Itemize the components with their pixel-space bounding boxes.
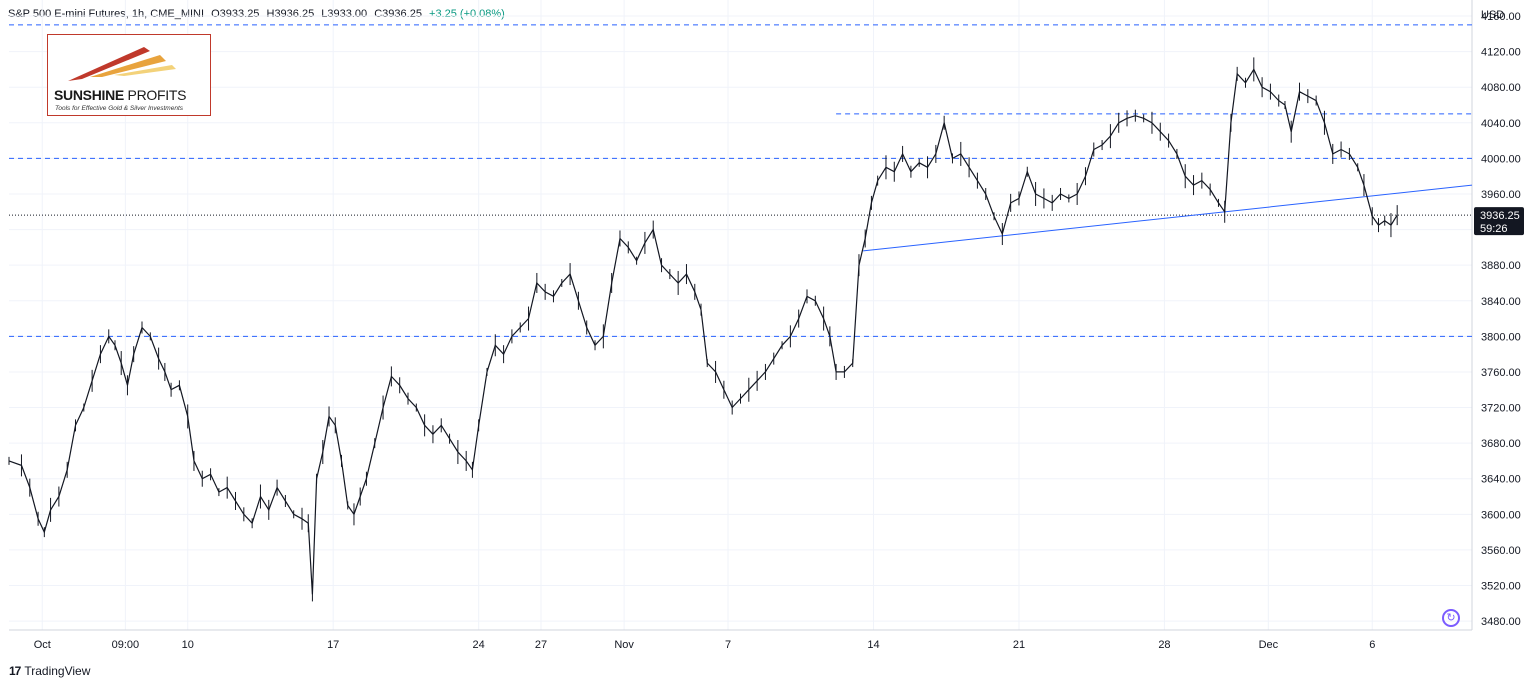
y-tick-label: 4080.00: [1481, 82, 1521, 94]
x-tick-label: 14: [867, 639, 879, 651]
price-series: [8, 57, 1398, 602]
tradingview-brand: TradingView: [24, 664, 91, 678]
logo-brand: SUNSHINE PROFITS: [54, 87, 187, 103]
y-tick-label: 3680.00: [1481, 438, 1521, 450]
high-value: H3936.25: [266, 8, 315, 20]
trendline: [863, 184, 1473, 252]
y-tick-label: 3720.00: [1481, 403, 1521, 415]
y-tick-label: 4120.00: [1481, 47, 1521, 59]
y-tick-label: 3800.00: [1481, 331, 1521, 343]
price-line: [8, 68, 1398, 595]
close-value: C3936.25: [374, 8, 422, 20]
x-tick-label: Dec: [1259, 639, 1279, 651]
y-tick-label: 3960.00: [1481, 189, 1521, 201]
x-tick-label: 10: [182, 639, 194, 651]
x-tick-label: 7: [725, 639, 731, 651]
y-tick-label: 3560.00: [1481, 545, 1521, 557]
x-tick-label: 21: [1013, 639, 1025, 651]
x-tick-label: Oct: [34, 639, 51, 651]
tradingview-footer[interactable]: 17 TradingView: [9, 664, 90, 678]
refresh-icon[interactable]: ↻: [1442, 609, 1460, 627]
last-price-badge: [1474, 207, 1524, 236]
x-tick-label: 27: [535, 639, 547, 651]
y-tick-label: 3840.00: [1481, 296, 1521, 308]
y-tick-label: 3880.00: [1481, 260, 1521, 272]
logo-swoosh-icon: [68, 47, 176, 81]
x-tick-label: 6: [1369, 639, 1375, 651]
bar-countdown-label: 59:26: [1480, 223, 1508, 235]
x-tick-label: 28: [1158, 639, 1170, 651]
y-tick-label: 3520.00: [1481, 581, 1521, 593]
y-tick-label: 4000.00: [1481, 153, 1521, 165]
open-value: O3933.25: [211, 8, 260, 20]
y-tick-label: 3640.00: [1481, 474, 1521, 486]
symbol-title[interactable]: S&P 500 E-mini Futures, 1h, CME_MINI: [8, 8, 205, 20]
last-price-label: 3936.25: [1480, 210, 1520, 222]
change-value: +3.25 (+0.08%): [429, 8, 505, 20]
y-tick-label: 4040.00: [1481, 118, 1521, 130]
x-tick-label: 09:00: [112, 639, 140, 651]
x-tick-label: 17: [327, 639, 339, 651]
currency-label: USD: [1481, 9, 1504, 21]
y-tick-label: 3600.00: [1481, 509, 1521, 521]
y-tick-label: 3480.00: [1481, 616, 1521, 628]
y-tick-label: 4160.00: [1481, 11, 1521, 23]
y-tick-label: 3760.00: [1481, 367, 1521, 379]
sunshine-profits-logo: SUNSHINE PROFITS Tools for Effective Gol…: [47, 34, 211, 116]
logo-tagline: Tools for Effective Gold & Silver Invest…: [55, 105, 184, 112]
x-tick-label: 24: [473, 639, 485, 651]
x-tick-label: Nov: [614, 639, 634, 651]
tradingview-logo-icon: 17: [9, 664, 21, 678]
